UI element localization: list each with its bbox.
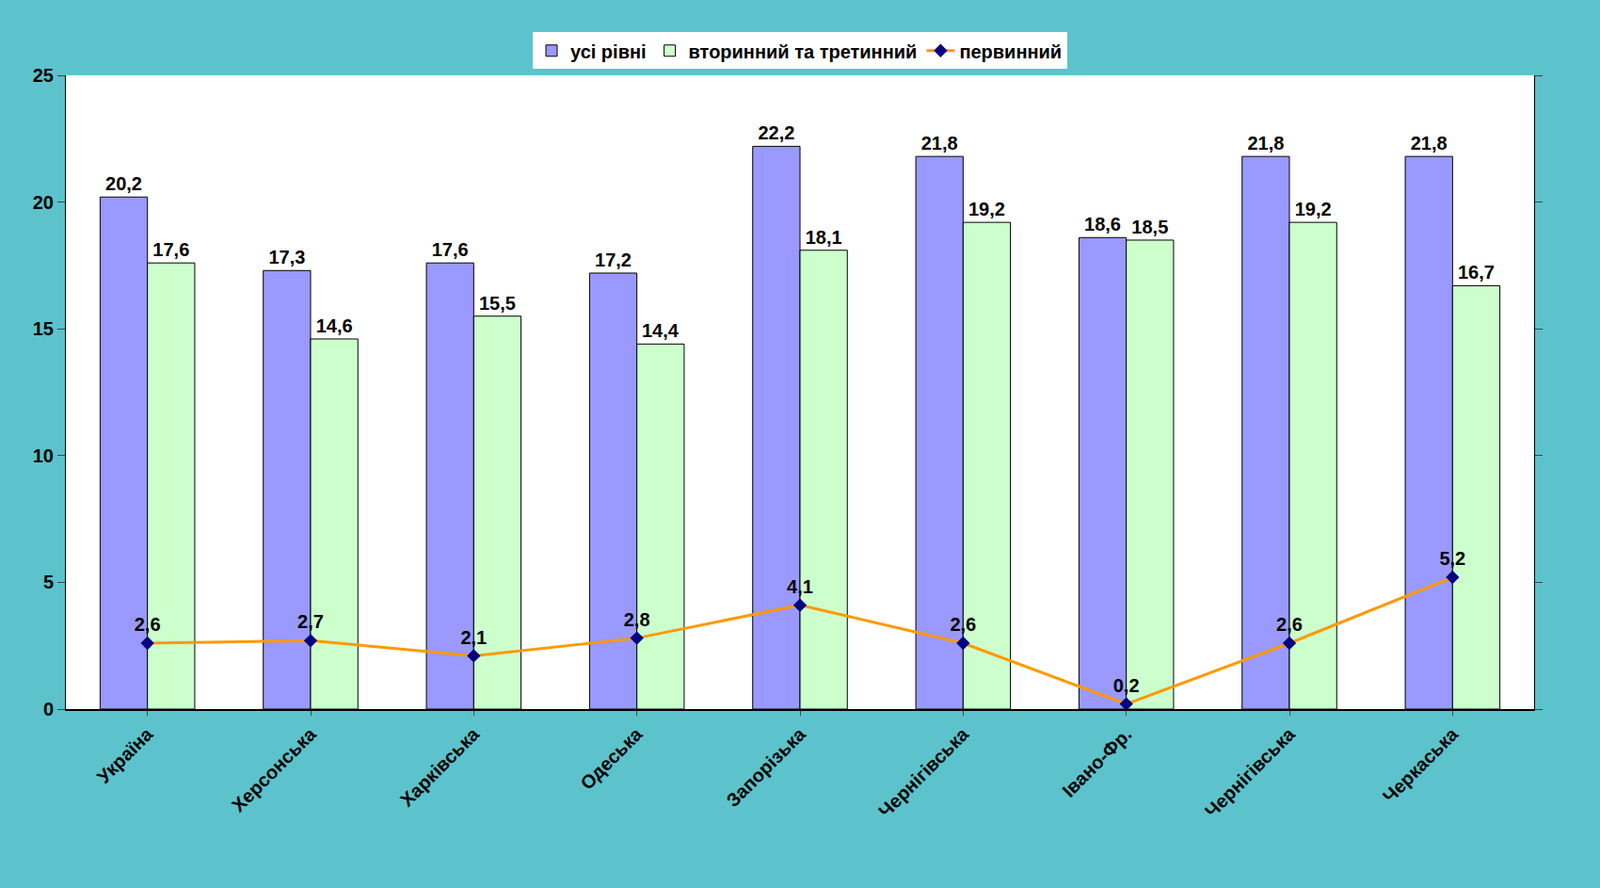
svg-text:18,1: 18,1 [805,226,843,248]
svg-text:21,8: 21,8 [921,132,959,154]
svg-text:17,6: 17,6 [432,239,469,260]
svg-text:0: 0 [43,698,54,720]
svg-text:22,2: 22,2 [757,122,795,144]
svg-text:20: 20 [32,192,54,213]
svg-text:4,1: 4,1 [786,576,814,597]
svg-text:5: 5 [43,571,54,592]
svg-text:15,5: 15,5 [479,292,516,314]
svg-text:5,2: 5,2 [1439,547,1466,569]
svg-text:вторинний та третинний: вторинний та третинний [688,41,918,63]
svg-text:Запорізька: Запорізька [721,722,810,811]
svg-text:2,7: 2,7 [297,610,324,632]
svg-text:Івано-Фр.: Івано-Фр. [1057,722,1136,800]
svg-text:17,2: 17,2 [594,249,632,271]
svg-text:Харківська: Харківська [396,722,484,811]
svg-text:14,4: 14,4 [641,320,680,341]
svg-text:Чернігівська: Чернігівська [1200,722,1300,822]
svg-text:17,6: 17,6 [152,239,190,260]
svg-text:21,8: 21,8 [1410,132,1448,154]
svg-text:19,2: 19,2 [1295,198,1332,220]
svg-text:25: 25 [32,64,54,86]
svg-text:14,6: 14,6 [316,315,353,336]
svg-text:17,3: 17,3 [268,246,305,268]
svg-text:0,2: 0,2 [1113,674,1140,696]
svg-text:21,8: 21,8 [1247,132,1284,154]
svg-text:18,5: 18,5 [1131,216,1168,238]
svg-text:18,6: 18,6 [1084,213,1121,235]
svg-text:Одеська: Одеська [576,722,647,794]
svg-text:первинний: первинний [959,41,1062,63]
svg-text:20,2: 20,2 [105,173,143,194]
svg-text:Черкаська: Черкаська [1378,722,1463,807]
svg-text:Херсонська: Херсонська [227,722,321,816]
svg-text:15: 15 [32,318,54,339]
svg-text:Чернігівська: Чернігівська [874,722,974,822]
svg-text:усі рівні: усі рівні [570,41,647,63]
svg-text:2,6: 2,6 [1276,613,1303,635]
svg-text:Україна: Україна [93,722,158,787]
svg-text:2,6: 2,6 [134,613,161,635]
svg-text:16,7: 16,7 [1457,261,1495,283]
svg-text:10: 10 [32,445,54,466]
svg-text:2,6: 2,6 [949,613,976,635]
svg-text:19,2: 19,2 [968,198,1006,220]
svg-text:2,1: 2,1 [460,626,487,648]
svg-text:2,8: 2,8 [624,608,651,630]
